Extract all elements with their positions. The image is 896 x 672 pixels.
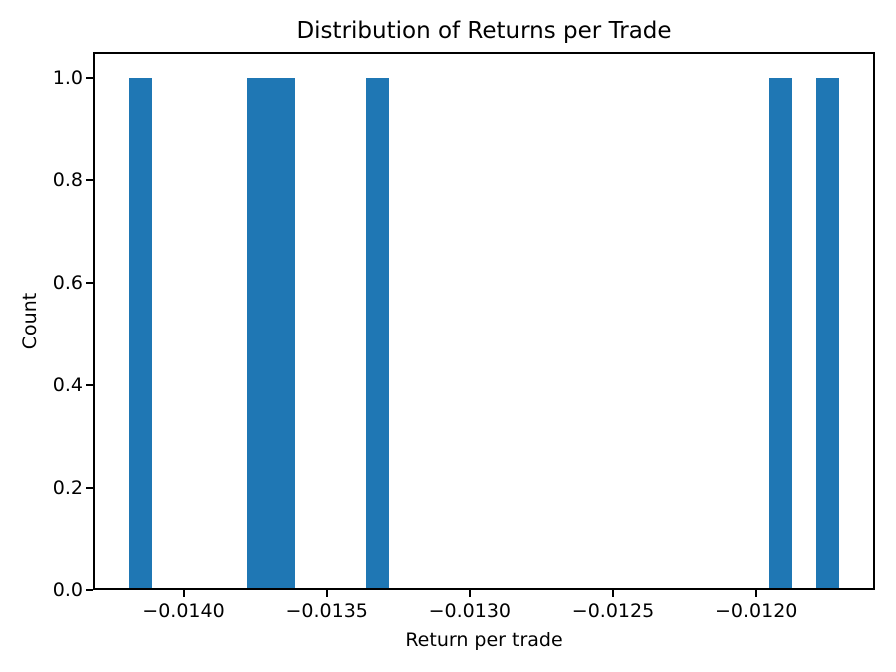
histogram-bar [365,77,390,590]
y-tick-label: 0.8 [52,169,83,192]
x-tick-mark [325,590,328,597]
histogram-bar [768,77,793,590]
y-tick-label: 0.0 [52,579,83,601]
x-tick-mark [468,590,471,597]
y-tick-mark [86,281,93,284]
y-tick-label: 0.2 [52,476,83,499]
y-tick-mark [86,76,93,79]
y-tick-mark [86,589,93,591]
y-tick-label: 1.0 [52,66,83,89]
plot-area [93,52,875,590]
x-tick-mark [612,590,614,597]
y-tick-mark [86,384,93,386]
y-tick-label: 0.4 [52,374,83,396]
x-tick-label: −0.0130 [428,600,511,622]
histogram-bar [128,77,153,590]
x-tick-label: −0.0140 [142,600,225,622]
x-tick-label: −0.0135 [285,600,368,622]
x-tick-mark [755,590,758,597]
x-tick-label: −0.0125 [571,600,655,622]
y-tick-mark [86,486,93,489]
histogram-bar [270,77,295,590]
x-tick-mark [182,590,185,597]
histogram-bar [247,77,271,590]
x-tick-label: −0.0120 [714,600,798,622]
y-axis-label: Count [19,292,41,350]
histogram-bar [815,77,840,590]
x-axis-label: Return per trade [405,629,563,651]
chart-title: Distribution of Returns per Trade [296,18,672,44]
y-tick-mark [86,179,93,182]
y-tick-label: 0.6 [52,271,83,294]
